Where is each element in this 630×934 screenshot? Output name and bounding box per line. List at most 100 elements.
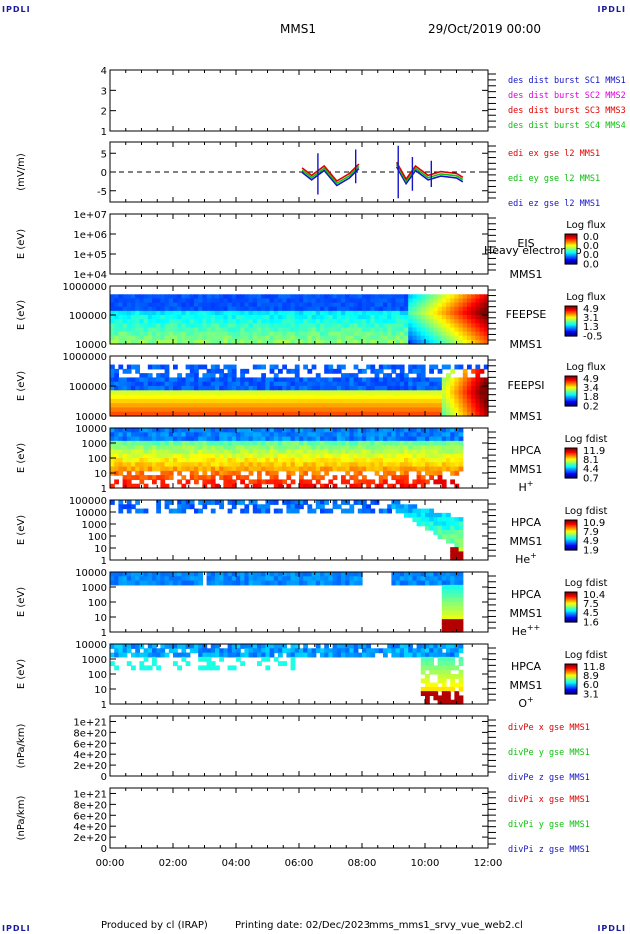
heatmap-cell-3 [126,294,132,300]
heatmap-cell-8 [441,644,447,649]
heatmap-cell-8 [294,644,300,649]
heatmap-cell-5 [441,445,447,451]
heatmap-cell-7 [168,576,174,582]
heatmap-cell-4 [278,368,283,374]
heatmap-cell-5 [391,462,397,468]
heatmap-cell-4 [210,377,216,383]
heatmap-cell-7 [450,597,455,603]
heatmap-cell-3 [483,310,489,316]
heatmap-cell-3 [177,315,182,320]
heatmap-cell-3 [362,339,367,345]
heatmap-cell-3 [328,306,334,312]
colorbar-swatch [565,610,577,613]
colorbar-tick-label: 4.5 [583,608,599,619]
heatmap-cell-3 [362,294,367,300]
heatmap-cell-3 [416,319,422,324]
heatmap-cell-3 [420,302,426,308]
heatmap-cell-8 [261,652,266,658]
heatmap-cell-3 [341,331,346,337]
heatmap-cell-4 [462,411,468,417]
heatmap-cell-3 [353,327,359,333]
heatmap-cell-4 [412,377,418,383]
heatmap-cell-8 [286,648,292,654]
heatmap-cell-5 [219,466,224,472]
heatmap-cell-6 [244,504,250,510]
heatmap-cell-7 [357,572,363,577]
heatmap-cell-3 [370,298,376,304]
heatmap-cell-8 [324,648,329,654]
heatmap-cell-5 [395,462,401,468]
y-tick-label: 5 [101,149,107,160]
heatmap-cell-5 [425,470,430,476]
heatmap-cell-4 [416,377,422,383]
heatmap-cell-5 [177,428,182,433]
heatmap-cell-7 [299,580,304,586]
heatmap-cell-8 [416,652,422,658]
heatmap-cell-4 [336,377,342,383]
heatmap-cell-3 [324,306,329,312]
heatmap-cell-8 [395,644,401,649]
heatmap-cell-4 [223,373,229,379]
heatmap-cell-6 [307,508,313,514]
heatmap-cell-4 [261,377,266,383]
heatmap-cell-4 [462,373,468,379]
heatmap-cell-5 [290,470,296,476]
heatmap-cell-7 [131,572,136,577]
heatmap-cell-7 [408,580,413,586]
heatmap-cell-8 [433,648,439,654]
heatmap-cell-5 [152,436,157,442]
heatmap-cell-8 [215,644,220,649]
legend-entry: divPi x gse MMS1 [508,795,590,805]
heatmap-cell-4 [320,398,325,404]
heatmap-cell-3 [441,302,447,308]
heatmap-cell-3 [114,323,119,329]
heatmap-cell-4 [420,403,426,409]
heatmap-cell-3 [168,298,174,304]
heatmap-cell-4 [433,381,439,387]
heatmap-cell-8 [437,674,443,679]
heatmap-cell-5 [194,470,199,476]
y-tick-label: 8e+20 [73,800,107,811]
heatmap-cell-4 [294,381,300,387]
colorbar-swatch [565,612,577,614]
heatmap-cell-5 [273,458,279,463]
heatmap-cell-3 [168,315,174,320]
heatmap-cell-3 [387,323,392,329]
heatmap-cell-4 [408,403,413,409]
heatmap-cell-6 [118,508,124,514]
heatmap-cell-4 [475,394,481,400]
heatmap-cell-8 [215,665,220,671]
heatmap-cell-8 [378,648,384,654]
heatmap-cell-3 [362,331,367,337]
heatmap-cell-5 [303,470,308,476]
heatmap-cell-3 [236,315,241,320]
heatmap-cell-4 [311,381,317,387]
heatmap-cell-7 [412,572,418,577]
heatmap-cell-4 [311,403,317,409]
heatmap-cell-4 [441,403,447,409]
heatmap-cell-5 [257,462,262,468]
heatmap-cell-5 [345,445,350,451]
heatmap-cell-3 [454,335,460,341]
heatmap-cell-5 [420,462,426,468]
heatmap-cell-5 [210,475,216,481]
heatmap-cell-3 [467,315,472,320]
heatmap-cell-3 [370,323,376,329]
heatmap-cell-3 [294,315,300,320]
heatmap-cell-4 [278,386,283,391]
heatmap-cell-7 [446,627,451,633]
heatmap-cell-4 [156,398,161,404]
heatmap-cell-3 [160,310,166,316]
colorbar-swatch [565,521,577,524]
heatmap-cell-3 [345,310,350,316]
heatmap-cell-5 [131,428,136,433]
heatmap-cell-8 [156,652,161,658]
heatmap-cell-5 [244,483,250,489]
heatmap-cell-4 [114,390,119,396]
heatmap-cell-5 [261,449,266,455]
heatmap-cell-4 [122,377,128,383]
heatmap-cell-4 [198,398,203,404]
heatmap-cell-4 [219,373,224,379]
heatmap-cell-8 [441,665,447,671]
heatmap-cell-3 [475,323,481,329]
